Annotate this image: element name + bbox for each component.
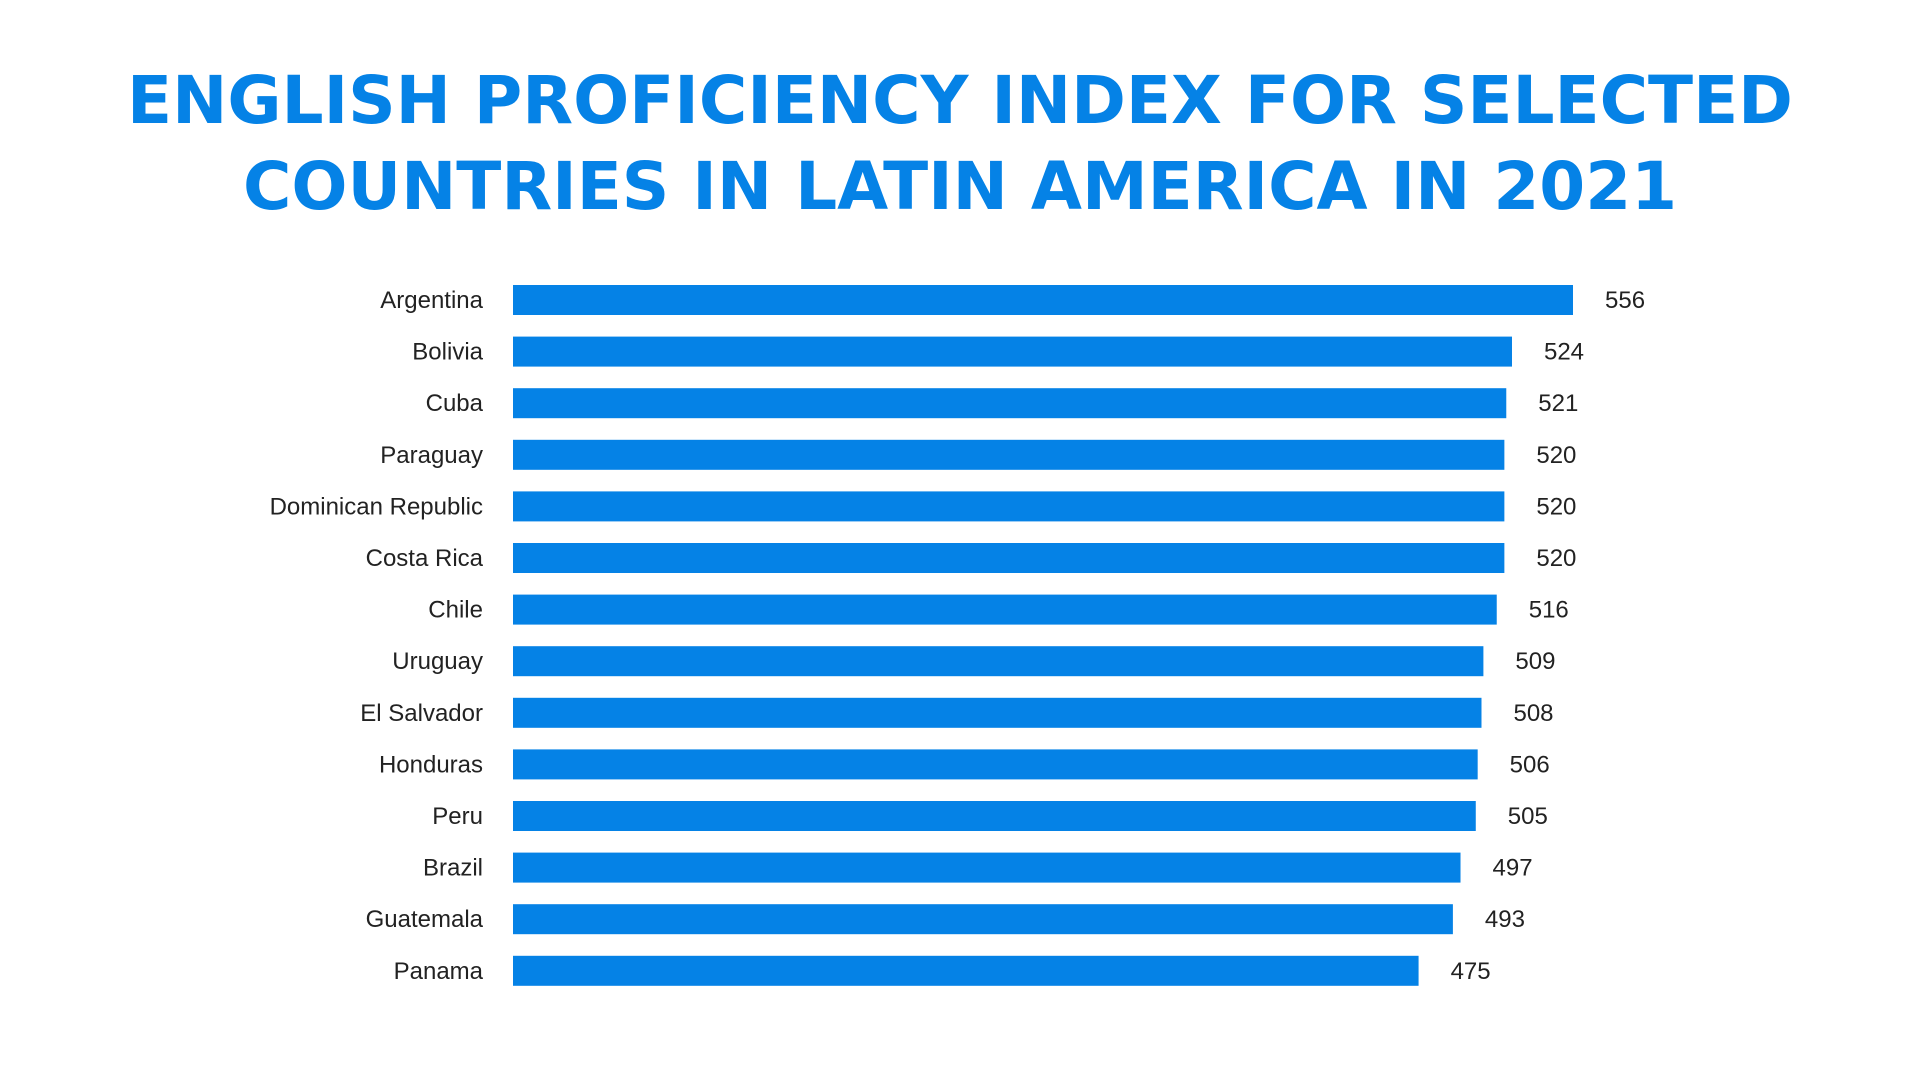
bar-argentina — [513, 285, 1573, 315]
category-label: Uruguay — [392, 648, 483, 675]
bar-bolivia — [513, 336, 1512, 367]
bar-dominican-republic — [513, 491, 1505, 522]
value-label: 556 — [1605, 287, 1645, 314]
category-label: Costa Rica — [366, 545, 484, 572]
category-label: Chile — [428, 597, 483, 624]
title-line-1: ENGLISH PROFICIENCY INDEX FOR SELECTED — [127, 62, 1793, 139]
bar-guatemala — [513, 904, 1453, 935]
category-label: El Salvador — [360, 700, 483, 727]
value-label: 509 — [1515, 648, 1555, 675]
value-label: 524 — [1544, 339, 1584, 366]
chart-title: ENGLISH PROFICIENCY INDEX FOR SELECTED C… — [0, 58, 1920, 230]
bar-cuba — [513, 388, 1507, 419]
category-label: Peru — [432, 803, 483, 830]
category-label: Bolivia — [412, 339, 483, 366]
value-label: 475 — [1451, 958, 1491, 985]
value-label: 508 — [1513, 700, 1553, 727]
category-label: Panama — [394, 958, 484, 985]
bar-chile — [513, 594, 1497, 625]
bar-peru — [513, 801, 1476, 831]
category-label: Dominican Republic — [270, 493, 483, 520]
category-label: Guatemala — [366, 906, 484, 933]
category-label: Argentina — [380, 287, 483, 314]
category-label: Cuba — [426, 390, 484, 417]
value-label: 497 — [1493, 855, 1533, 882]
bar-honduras — [513, 749, 1478, 780]
value-label: 506 — [1510, 751, 1550, 778]
value-label: 520 — [1536, 545, 1576, 572]
bar-uruguay — [513, 646, 1484, 677]
value-label: 520 — [1536, 442, 1576, 469]
title-line-2: COUNTRIES IN LATIN AMERICA IN 2021 — [242, 148, 1678, 225]
bar-costa-rica — [513, 543, 1505, 573]
bar-panama — [513, 955, 1419, 986]
bar-el-salvador — [513, 697, 1482, 728]
value-label: 516 — [1529, 597, 1569, 624]
value-label: 505 — [1508, 803, 1548, 830]
value-label: 521 — [1538, 390, 1578, 417]
category-label: Paraguay — [380, 442, 483, 469]
value-label: 520 — [1536, 493, 1576, 520]
bar-paraguay — [513, 439, 1505, 470]
category-label: Brazil — [423, 855, 483, 882]
category-label: Honduras — [379, 751, 483, 778]
bar-brazil — [513, 852, 1461, 883]
value-label: 493 — [1485, 906, 1525, 933]
